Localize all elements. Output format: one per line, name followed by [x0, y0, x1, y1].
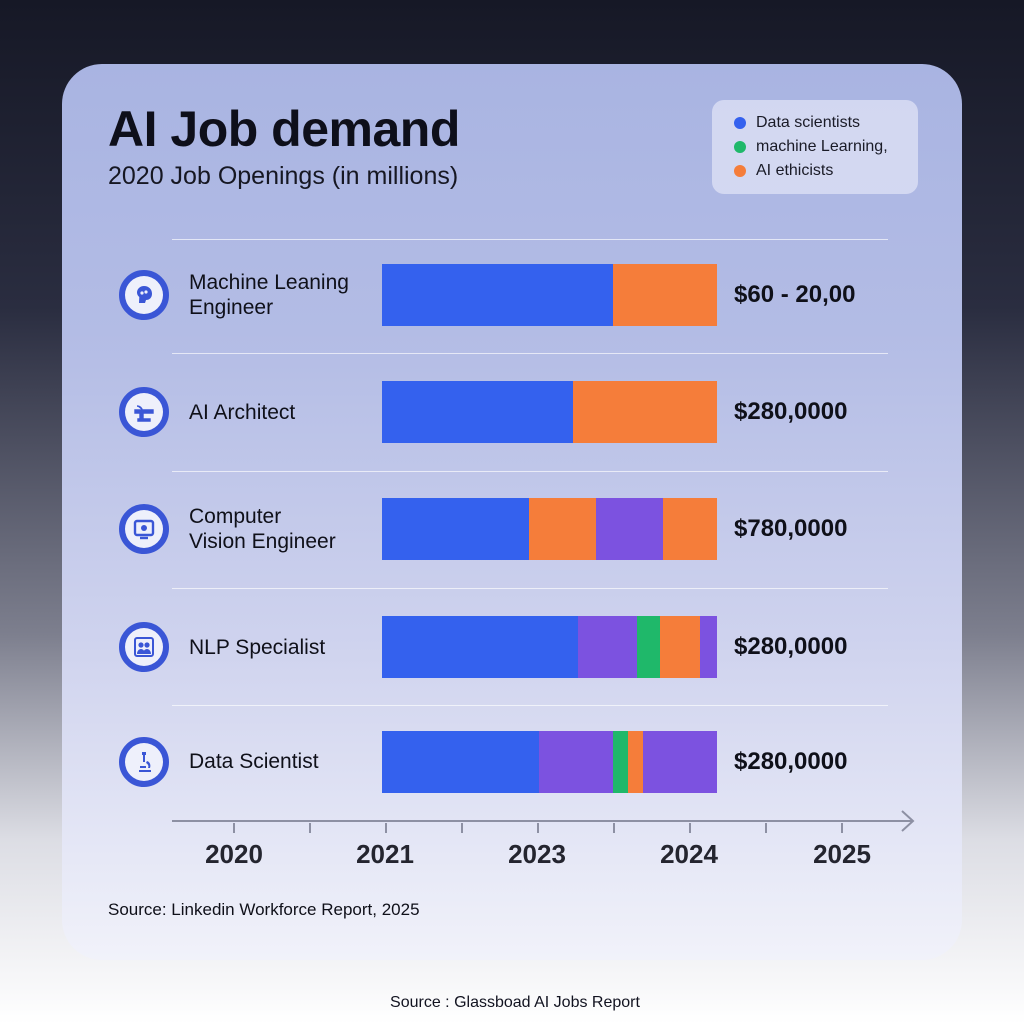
architecture-icon	[119, 387, 169, 437]
microscope-icon	[119, 737, 169, 787]
row-value: $280,0000	[734, 398, 848, 425]
bar-segment-purple	[596, 498, 663, 560]
bar-segment-orange	[529, 498, 596, 560]
card-source-note: Source: Linkedin Workforce Report, 2025	[108, 900, 420, 919]
bar-segment-green	[637, 616, 660, 678]
bar-segment-blue	[382, 498, 529, 560]
footer-source-note: Source : Glassboad AI Jobs Report	[390, 994, 640, 1011]
bar-group-0	[382, 264, 717, 326]
row-label-line: Data Scientist	[189, 749, 319, 773]
chart-title: AI Job demand	[108, 101, 460, 157]
bar-segment-blue	[382, 381, 573, 443]
row-label-data-scientist: Data Scientist	[189, 731, 379, 791]
x-tick-label: 2024	[660, 839, 718, 869]
legend-label: AI ethicists	[756, 162, 834, 179]
x-tick-label: 2021	[356, 839, 414, 869]
row-label-ai-architect: AI Architect	[189, 382, 379, 442]
x-axis	[172, 810, 915, 833]
bar-group-1	[382, 381, 717, 443]
chart-subtitle: 2020 Job Openings (in millions)	[108, 162, 459, 190]
gridline	[172, 705, 888, 706]
bar-segment-orange	[613, 264, 717, 326]
legend: Data scientists machine Learning, AI eth…	[712, 100, 918, 194]
bar-segment-blue	[382, 616, 578, 678]
row-label-computer-vision-engineer: Computer Vision Engineer	[189, 499, 379, 559]
legend-item-ai-ethicists: AI ethicists	[734, 160, 833, 182]
bar-segment-orange	[660, 616, 700, 678]
row-value: $60 - 20,00	[734, 281, 856, 308]
bar-segment-orange	[573, 381, 717, 443]
gridline	[172, 471, 888, 472]
bar-segment-blue	[382, 731, 539, 793]
bar-segment-orange	[628, 731, 643, 793]
bar-group-2	[382, 498, 717, 560]
x-tick-label: 2025	[813, 839, 871, 869]
row-label-line: Computer	[189, 505, 282, 528]
bar-segment-purple	[539, 731, 613, 793]
bar-segment-green	[613, 731, 628, 793]
people-icon	[119, 622, 169, 672]
row-label-line: Engineer	[189, 296, 274, 319]
x-tick-label: 2023	[508, 839, 566, 869]
gridline	[172, 239, 888, 240]
row-value: $280,0000	[734, 633, 848, 660]
row-label-line: Machine Leaning	[189, 271, 349, 294]
row-label-nlp-specialist: NLP Specialist	[189, 617, 379, 677]
bar-group-4	[382, 731, 717, 793]
gridline	[172, 353, 888, 354]
vision-icon	[119, 504, 169, 554]
bar-segment-purple	[700, 616, 717, 678]
bar-segment-orange	[663, 498, 717, 560]
bar-segment-purple	[578, 616, 637, 678]
row-label-machine-learning-engineer: Machine Leaning Engineer	[189, 265, 379, 325]
gridline	[172, 588, 888, 589]
row-label-line: Vision Engineer	[189, 530, 336, 553]
legend-item-data-scientists: Data scientists	[734, 112, 860, 134]
legend-item-machine-learning: machine Learning,	[734, 136, 888, 158]
row-value: $780,0000	[734, 515, 848, 542]
legend-label: machine Learning,	[756, 138, 888, 155]
row-label-line: NLP Specialist	[189, 635, 326, 659]
bar-segment-purple	[643, 731, 717, 793]
legend-swatch	[734, 117, 746, 129]
legend-label: Data scientists	[756, 114, 861, 131]
legend-swatch	[734, 141, 746, 153]
bar-segment-blue	[382, 264, 613, 326]
chart-card: AI Job demand 2020 Job Openings (in mill…	[62, 64, 962, 960]
legend-swatch	[734, 165, 746, 177]
row-value: $280,0000	[734, 748, 848, 775]
x-tick-label: 2020	[205, 839, 263, 869]
brain-icon	[119, 270, 169, 320]
row-label-line: AI Architect	[189, 400, 296, 424]
bar-group-3	[382, 616, 717, 678]
